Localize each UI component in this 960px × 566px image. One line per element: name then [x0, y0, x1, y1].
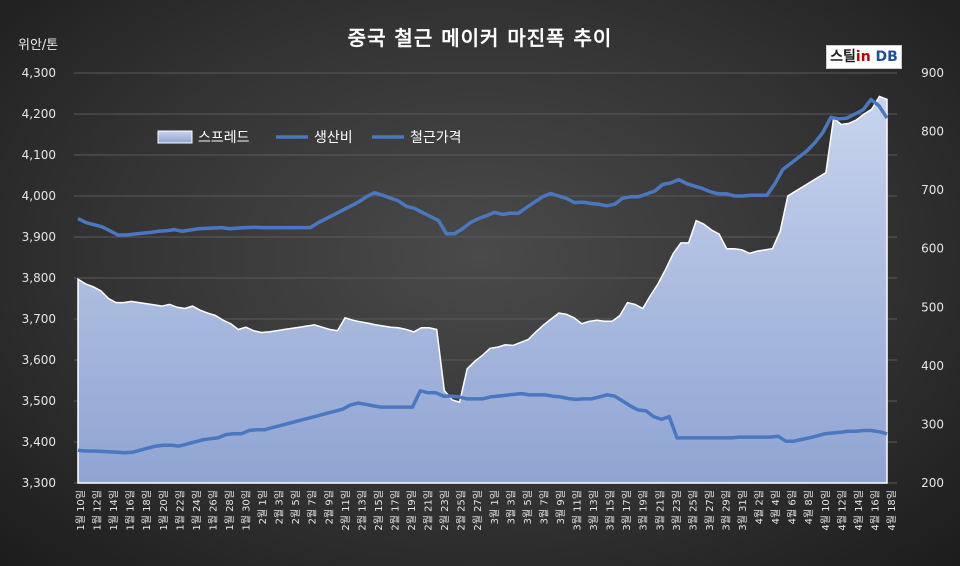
x-tick-label: 3월 21일: [654, 490, 666, 531]
x-tick-label: 1월 26일: [207, 490, 219, 531]
x-tick-label: 3월 1일: [489, 490, 501, 524]
y-axis-right-ticks: 200 300 400 500 600 700 800 900: [921, 66, 944, 490]
x-tick-label: 3월 27일: [704, 490, 716, 531]
x-tick-label: 2월 25일: [456, 490, 468, 531]
x-tick-label: 1월 18일: [141, 490, 153, 531]
y-right-tick-label: 900: [921, 66, 944, 80]
x-tick-label: 1월 16일: [125, 490, 137, 531]
series-line-production-cost: [77, 97, 889, 237]
chart-title: 중국 철근 메이커 마진폭 추이: [347, 26, 613, 50]
y-axis-left-ticks: 3,300 3,400 3,500 3,600 3,700 3,800 3,900 4,000…: [22, 66, 56, 490]
x-tick-label: 2월 9일: [323, 490, 335, 524]
x-tick-label: 2월 11일: [340, 490, 352, 531]
x-tick-label: 2월 5일: [290, 490, 302, 524]
x-tick-label: 1월 22일: [174, 490, 186, 531]
x-tick-label: 1월 30일: [241, 490, 253, 531]
x-tick-label: 4월 10일: [820, 490, 832, 531]
series-line-rebar-price: [77, 389, 888, 455]
x-tick-label: 3월 17일: [621, 490, 633, 531]
y-right-tick-label: 500: [921, 300, 944, 314]
y-left-tick-label: 3,500: [22, 394, 56, 408]
x-tick-label: 1월 12일: [92, 490, 104, 531]
x-tick-label: 3월 31일: [737, 490, 749, 531]
legend: 스프레드 생산비 철근가격: [157, 130, 462, 146]
y-left-tick-label: 4,300: [22, 66, 56, 80]
x-tick-label: 4월 4일: [770, 490, 782, 524]
x-tick-label: 4월 12일: [836, 490, 848, 531]
x-tick-label: 4월 8일: [803, 490, 815, 524]
legend-label-rebar-price: 철근가격: [410, 130, 462, 146]
x-tick-label: 1월 28일: [224, 490, 236, 531]
x-tick-label: 4월 16일: [869, 490, 881, 531]
x-tick-label: 3월 23일: [671, 490, 683, 531]
x-tick-label: 3월 11일: [572, 490, 584, 531]
x-tick-label: 4월 6일: [787, 490, 799, 524]
x-tick-label: 2월 21일: [423, 490, 435, 531]
spread-area: [77, 95, 888, 484]
y-right-tick-label: 200: [921, 476, 944, 490]
series-lines: [77, 97, 889, 455]
x-tick-label: 3월 7일: [538, 490, 550, 524]
x-tick-label: 3월 5일: [522, 490, 534, 524]
x-tick-label: 2월 17일: [390, 490, 402, 531]
x-tick-label: 2월 15일: [373, 490, 385, 531]
y-left-tick-label: 4,200: [22, 107, 56, 121]
x-tick-label: 3월 15일: [605, 490, 617, 531]
series-area-spread: [77, 95, 888, 484]
y-left-tick-label: 3,700: [22, 312, 56, 326]
y-left-tick-label: 4,000: [22, 189, 56, 203]
x-axis-ticks: 1월 10일 1월 12일 1월 14일 1월 16일 1월 18일 1월 20일 1월 2…: [75, 490, 898, 531]
x-tick-label: 2월 3일: [274, 490, 286, 524]
y-left-tick-label: 3,300: [22, 476, 56, 490]
legend-label-production-cost: 생산비: [314, 130, 353, 146]
x-tick-label: 4월 18일: [886, 490, 898, 531]
x-tick-label: 2월 27일: [472, 490, 484, 531]
x-tick-label: 4월 14일: [853, 490, 865, 531]
x-tick-label: 3월 29일: [721, 490, 733, 531]
x-tick-label: 3월 9일: [555, 490, 567, 524]
x-tick-label: 1월 14일: [108, 490, 120, 531]
x-tick-label: 3월 3일: [505, 490, 517, 524]
y-left-tick-label: 3,900: [22, 230, 56, 244]
y-axis-left-unit: 위안/톤: [18, 38, 59, 53]
x-tick-label: 3월 19일: [638, 490, 650, 531]
y-left-tick-label: 3,600: [22, 353, 56, 367]
x-tick-label: 1월 10일: [75, 490, 87, 531]
y-right-tick-label: 400: [921, 359, 944, 373]
x-tick-label: 2월 19일: [406, 490, 418, 531]
legend-label-spread: 스프레드: [198, 130, 250, 146]
x-tick-label: 1월 24일: [191, 490, 203, 531]
x-tick-label: 1월 20일: [158, 490, 170, 531]
y-right-tick-label: 300: [921, 417, 944, 431]
x-tick-label: 2월 1일: [257, 490, 269, 524]
y-left-tick-label: 3,800: [22, 271, 56, 285]
x-tick-label: 3월 25일: [687, 490, 699, 531]
y-right-tick-label: 700: [921, 183, 944, 197]
y-right-tick-label: 600: [921, 242, 944, 256]
y-right-tick-label: 800: [921, 125, 944, 139]
x-tick-label: 2월 23일: [439, 490, 451, 531]
legend-swatch-spread: [157, 130, 193, 144]
steelin-db-logo: 스틸in DB: [826, 45, 902, 69]
x-tick-label: 2월 13일: [356, 490, 368, 531]
y-left-tick-label: 3,400: [22, 435, 56, 449]
x-tick-label: 4월 2일: [754, 490, 766, 524]
x-tick-label: 2월 7일: [307, 490, 319, 524]
x-tick-label: 3월 13일: [588, 490, 600, 531]
y-left-tick-label: 4,100: [22, 148, 56, 162]
